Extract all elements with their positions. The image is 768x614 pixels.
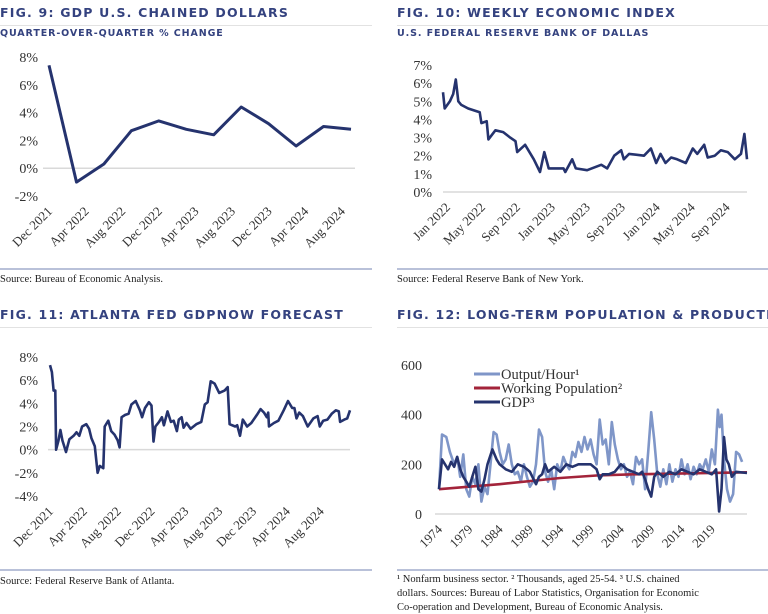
y-tick-label: 600 [401,359,422,374]
x-tick-label: Aug 2024 [301,203,348,250]
legend-label: Working Population² [501,381,623,397]
y-tick-label: 8% [19,351,38,366]
x-tick-label: Sep 2023 [583,200,628,245]
x-tick-label: Dec 2021 [9,204,55,250]
footnote-line: Co-operation and Development, Bureau of … [397,602,663,613]
y-tick-label: 0% [19,444,38,459]
x-tick-label: 1984 [477,521,506,550]
y-tick-label: 8% [19,51,38,66]
y-tick-label: 3% [413,132,432,147]
y-tick-label: 6% [19,79,38,94]
fig9-title-rule [0,25,372,26]
y-tick-label: -2% [15,467,39,482]
y-tick-label: 200 [401,458,422,473]
x-tick-label: Dec 2023 [229,204,275,250]
fig9-subtitle: QUARTER-OVER-QUARTER % CHANGE [0,28,224,39]
fig10-subtitle: U.S. FEDERAL RESERVE BANK OF DALLAS [397,28,650,39]
x-tick-label: 2014 [659,521,688,550]
y-tick-label: 0% [19,162,38,177]
fig11-title: FIG. 11: ATLANTA FED GDPNOW FORECAST [0,307,344,322]
series-line [48,364,352,475]
y-tick-label: -4% [15,490,39,505]
y-tick-label: 4% [19,107,38,122]
y-tick-label: 4% [413,113,432,128]
fig11-title-rule [0,327,372,328]
x-tick-label: 2019 [689,522,718,551]
x-tick-label: 1989 [507,522,536,551]
y-tick-label: 0 [415,508,422,523]
x-tick-label: Aug 2023 [191,204,238,251]
x-tick-label: Sep 2024 [688,199,733,244]
series-line [441,78,749,174]
y-tick-label: 4% [19,397,38,412]
y-tick-label: 1% [413,168,432,183]
y-tick-label: 2% [19,134,38,149]
x-tick-label: 1979 [446,522,475,551]
x-tick-label: 1999 [568,522,597,551]
legend-label: Output/Hour¹ [501,367,579,383]
x-tick-label: Dec 2022 [119,204,165,250]
fig9-source: Source: Bureau of Economic Analysis. [0,274,164,285]
x-tick-label: Sep 2022 [478,200,523,245]
y-tick-label: 6% [19,374,38,389]
x-tick-label: 2009 [628,522,657,551]
fig12-footnote-rule [397,569,768,571]
series-working-population [438,471,748,491]
fig12-footnote: ¹ Nonfarm business sector. ² Thousands, … [397,573,768,614]
x-tick-label: Aug 2022 [81,204,128,251]
fig10-title-rule [397,25,768,26]
fig11-source-rule [0,569,372,571]
x-tick-label: 1994 [537,521,566,550]
y-tick-label: 2% [19,421,38,436]
y-tick-label: 400 [401,409,422,424]
y-tick-label: 6% [413,77,432,92]
fig9-title: FIG. 9: GDP U.S. CHAINED DOLLARS [0,5,290,20]
fig9-source-rule [0,268,372,270]
footnote-line: ¹ Nonfarm business sector. ² Thousands, … [397,574,680,585]
y-tick-label: 5% [413,95,432,110]
footnote-line: dollars. Sources: Bureau of Labor Statis… [397,588,699,599]
legend-label: GDP³ [501,395,535,411]
series-gdp [437,435,748,513]
series-line [47,64,352,184]
y-tick-label: -2% [15,190,39,205]
y-tick-label: 0% [413,186,432,201]
x-tick-label: 1974 [416,521,445,550]
fig12-title: FIG. 12: LONG-TERM POPULATION & PRODUCTI… [397,307,768,322]
fig10-source: Source: Federal Reserve Bank of New York… [397,274,584,285]
fig11-source: Source: Federal Reserve Bank of Atlanta. [0,576,175,587]
series-output-hour [437,408,744,503]
fig10-title: FIG. 10: WEEKLY ECONOMIC INDEX [397,5,676,20]
x-tick-label: 2004 [598,521,627,550]
y-tick-label: 7% [413,59,432,74]
y-tick-label: 2% [413,150,432,165]
fig12-title-rule [397,327,768,328]
fig10-source-rule [397,268,768,270]
